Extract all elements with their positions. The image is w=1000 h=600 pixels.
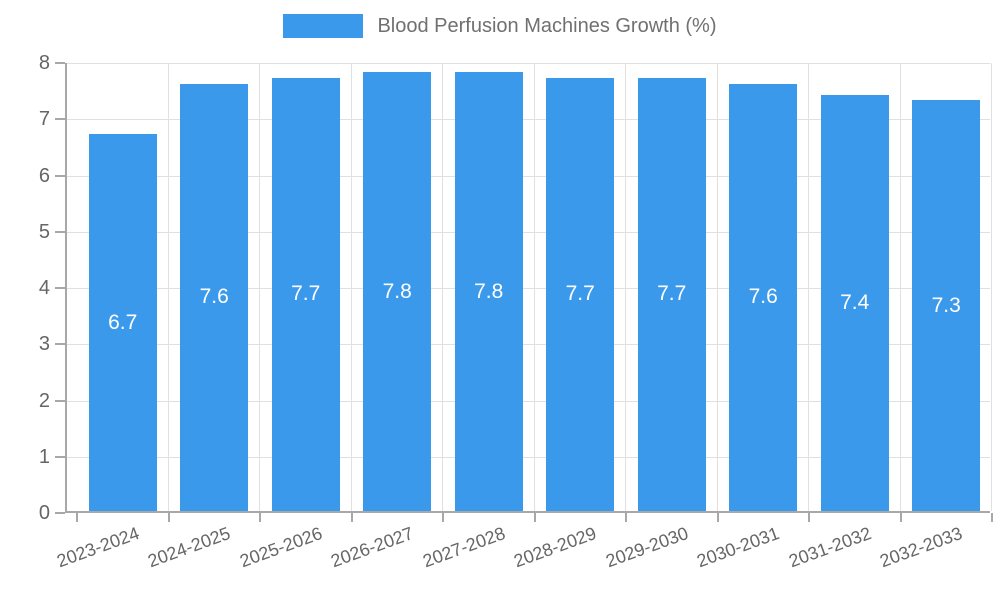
bar-value-label: 7.3 bbox=[931, 293, 961, 317]
vertical-gridline bbox=[808, 63, 809, 511]
y-axis-tick bbox=[55, 118, 65, 121]
x-tick-label: 2024-2025 bbox=[145, 523, 234, 572]
bar-value-label: 7.8 bbox=[474, 279, 504, 303]
bar-value-label: 7.7 bbox=[565, 282, 595, 306]
x-axis-tick bbox=[808, 513, 810, 522]
bar: 7.8 bbox=[454, 72, 523, 511]
horizontal-gridline bbox=[67, 344, 990, 346]
horizontal-gridline bbox=[67, 119, 990, 121]
bar-value-label: 7.7 bbox=[291, 282, 321, 306]
x-axis-tick bbox=[259, 513, 261, 522]
legend-label: Blood Perfusion Machines Growth (%) bbox=[377, 14, 717, 37]
y-tick-label: 6 bbox=[38, 164, 50, 187]
x-axis-tick bbox=[716, 513, 719, 522]
bar-value-label: 7.4 bbox=[840, 290, 870, 314]
horizontal-gridline bbox=[67, 288, 990, 289]
vertical-gridline bbox=[899, 63, 901, 511]
y-tick-label: 4 bbox=[38, 277, 50, 299]
horizontal-gridline bbox=[67, 400, 990, 402]
y-axis-tick bbox=[55, 287, 65, 289]
x-tick-label: 2030-2031 bbox=[694, 523, 783, 572]
y-axis-tick bbox=[55, 455, 65, 458]
legend-swatch-icon bbox=[283, 14, 364, 38]
y-axis-tick bbox=[55, 343, 65, 346]
x-axis-tick-labels: 2023-2024 2024-2025 2025-2026 2026-2027 2027… bbox=[54, 515, 990, 600]
x-tick-label: 2028-2029 bbox=[511, 523, 600, 572]
bar: 7.6 bbox=[729, 83, 798, 511]
vertical-gridline bbox=[350, 63, 352, 511]
y-axis-tick bbox=[55, 174, 65, 177]
bar: 7.7 bbox=[546, 77, 615, 511]
plot-area: 6.7 7.6 7.7 7.8 7.8 7.7 7.7 7.6 7.4 7.3 bbox=[55, 62, 993, 522]
y-tick-label: 8 bbox=[38, 52, 50, 74]
y-axis-tick bbox=[55, 62, 65, 64]
y-tick-label: 5 bbox=[38, 220, 50, 243]
vertical-gridline bbox=[259, 63, 260, 511]
bar-value-label: 7.6 bbox=[748, 285, 778, 309]
vertical-gridline bbox=[625, 63, 626, 511]
bar: 7.8 bbox=[363, 72, 432, 511]
bar-value-label: 6.7 bbox=[108, 310, 138, 334]
x-axis-tick bbox=[533, 513, 536, 522]
x-tick-label: 2023-2024 bbox=[53, 523, 142, 572]
x-tick-label: 2029-2030 bbox=[602, 523, 691, 572]
bar-value-label: 7.7 bbox=[657, 282, 687, 306]
y-tick-label: 2 bbox=[38, 389, 50, 412]
bar: 6.7 bbox=[88, 134, 157, 511]
x-tick-label: 2031-2032 bbox=[785, 523, 874, 572]
x-axis-tick bbox=[991, 513, 993, 522]
horizontal-gridline bbox=[67, 231, 990, 233]
horizontal-gridline bbox=[67, 63, 990, 64]
x-axis-tick bbox=[76, 513, 78, 522]
y-axis-tick-labels: 0 1 2 3 4 5 6 7 8 bbox=[0, 52, 50, 524]
y-axis-tick bbox=[55, 399, 65, 402]
x-axis-tick bbox=[625, 513, 627, 522]
bar-value-label: 7.6 bbox=[199, 285, 229, 309]
y-tick-label: 3 bbox=[38, 333, 50, 356]
horizontal-gridline bbox=[67, 175, 990, 177]
x-axis-tick bbox=[442, 513, 444, 522]
x-axis-tick bbox=[350, 513, 353, 522]
x-axis-tick bbox=[899, 513, 902, 522]
bar: 7.7 bbox=[637, 77, 706, 511]
y-axis-tick bbox=[55, 512, 65, 514]
bar: 7.7 bbox=[271, 77, 340, 511]
y-tick-label: 7 bbox=[38, 108, 50, 131]
x-tick-label: 2027-2028 bbox=[419, 523, 508, 572]
y-tick-label: 1 bbox=[38, 445, 50, 468]
bar: 7.3 bbox=[912, 100, 981, 511]
x-tick-label: 2026-2027 bbox=[328, 523, 417, 572]
bar-value-label: 7.8 bbox=[382, 279, 412, 303]
x-tick-label: 2025-2026 bbox=[236, 523, 325, 572]
vertical-gridline bbox=[533, 63, 535, 511]
x-axis-tick bbox=[167, 513, 170, 522]
vertical-gridline bbox=[442, 63, 443, 511]
chart-legend[interactable]: Blood Perfusion Machines Growth (%) bbox=[0, 14, 1000, 38]
vertical-gridline bbox=[716, 63, 718, 511]
x-tick-label: 2032-2033 bbox=[877, 523, 966, 572]
horizontal-gridline bbox=[67, 456, 990, 458]
y-tick-label: 0 bbox=[38, 502, 50, 524]
vertical-gridline bbox=[991, 63, 992, 511]
y-axis-tick bbox=[55, 230, 65, 233]
bar: 7.6 bbox=[180, 83, 249, 511]
bar: 7.4 bbox=[820, 94, 889, 511]
vertical-gridline bbox=[167, 63, 169, 511]
